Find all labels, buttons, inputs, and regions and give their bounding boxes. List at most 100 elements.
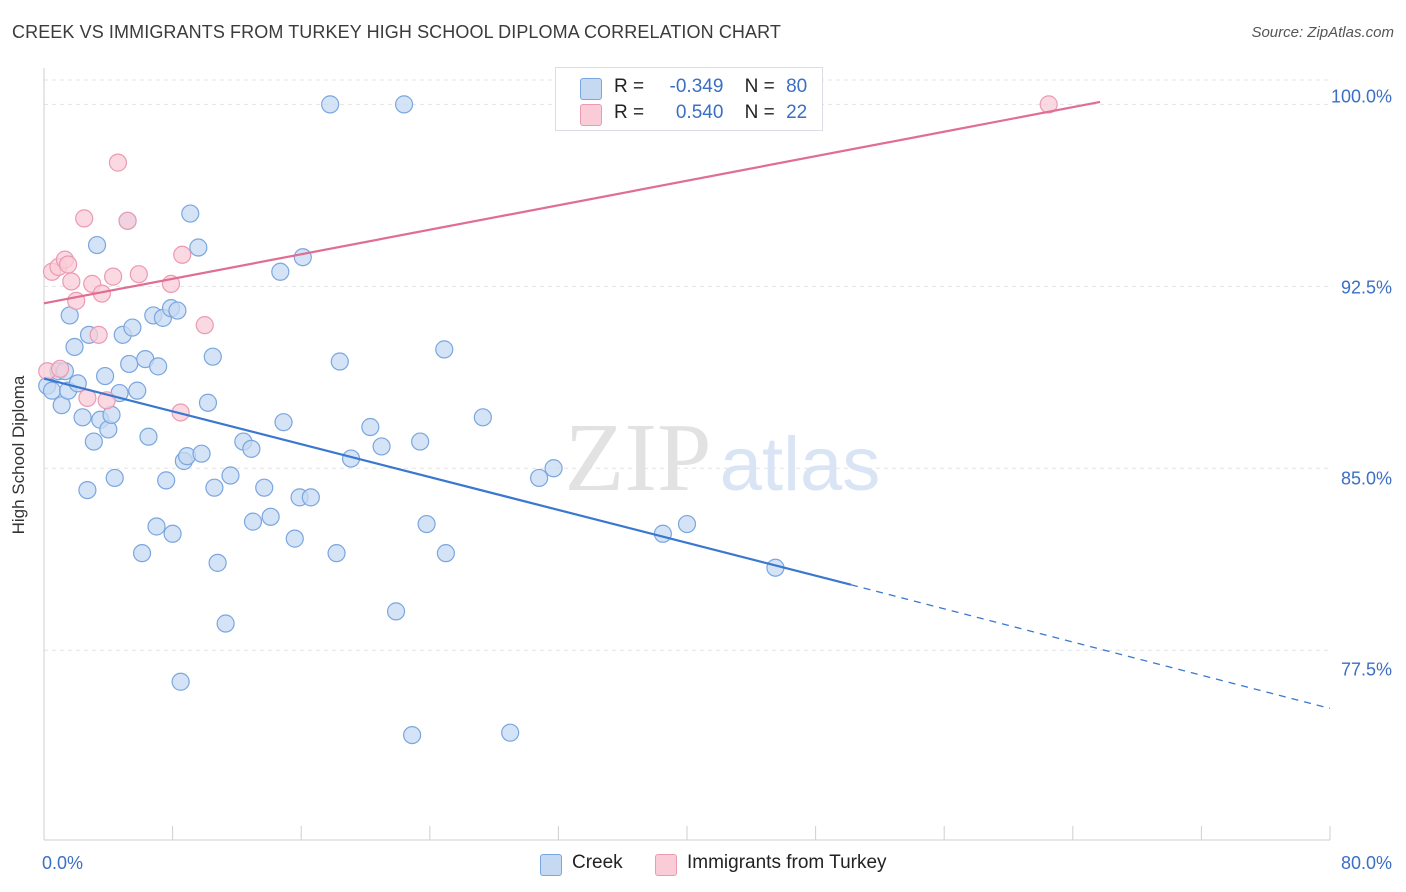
creek-point: [544, 459, 563, 478]
creek-point: [95, 366, 115, 386]
creek-point: [84, 432, 103, 451]
creek-point: [372, 437, 391, 456]
creek-point: [255, 478, 274, 497]
n-label: N =: [744, 76, 775, 97]
creek-point: [271, 262, 290, 281]
creek-point: [330, 352, 349, 371]
creek-point: [171, 672, 190, 691]
creek-trend-line: [43, 377, 852, 586]
series-legend: Creek Immigrants from Turkey: [0, 851, 1406, 879]
creek-point: [653, 524, 672, 543]
turkey-swatch: [580, 104, 602, 126]
n-label: N =: [744, 102, 775, 123]
y-tick-label-100: 100.0%: [1330, 86, 1392, 107]
creek-r-value: -0.349: [669, 76, 724, 97]
turkey-r-value: 0.540: [675, 102, 724, 123]
creek-point: [327, 544, 346, 563]
creek-swatch: [580, 78, 602, 100]
creek-point: [221, 466, 240, 485]
creek-point: [205, 478, 224, 497]
creek-point: [301, 488, 320, 507]
creek-point: [386, 602, 406, 621]
creek-legend-label: Creek: [572, 852, 623, 873]
trend-lines: [43, 100, 1331, 710]
creek-point: [120, 354, 139, 374]
creek-trend-extension: [850, 584, 1331, 710]
turkey-point: [50, 359, 70, 378]
turkey-point: [129, 265, 148, 284]
data-points: [38, 95, 1058, 745]
creek-point: [394, 95, 414, 114]
creek-point: [149, 357, 168, 376]
x-tick-label-min: 0.0%: [42, 853, 84, 873]
creek-point: [293, 248, 312, 267]
x-tick-label-max: 80.0%: [1340, 853, 1392, 873]
creek-point: [321, 95, 340, 114]
creek-point: [216, 614, 235, 633]
creek-point: [168, 301, 187, 320]
creek-point: [87, 235, 107, 255]
creek-point: [163, 524, 182, 543]
creek-point: [132, 544, 152, 563]
creek-point: [192, 444, 211, 463]
y-tick-label-85: 85.0%: [1340, 468, 1392, 489]
turkey-n-value: 22: [786, 102, 808, 123]
turkey-point: [104, 267, 123, 286]
creek-point: [157, 471, 176, 490]
stats-legend: R = -0.349 N = 80 R = 0.540 N = 22: [555, 67, 823, 131]
watermark: ZIP atlas: [565, 404, 881, 512]
creek-point: [261, 507, 280, 526]
creek-point: [105, 468, 124, 488]
turkey-point: [59, 255, 78, 274]
creek-point: [435, 340, 454, 359]
creek-point: [436, 544, 455, 563]
turkey-point: [195, 316, 214, 335]
creek-legend-swatch: [540, 854, 562, 876]
creek-point: [208, 553, 227, 572]
creek-point: [78, 480, 97, 500]
chart-title: CREEK VS IMMIGRANTS FROM TURKEY HIGH SCH…: [12, 22, 782, 42]
axes: [43, 68, 1331, 841]
creek-point: [123, 318, 142, 337]
creek-point: [274, 413, 293, 432]
creek-point: [42, 381, 62, 400]
y-tick-label-77-5: 77.5%: [1340, 659, 1392, 680]
creek-point: [128, 381, 147, 400]
grid-lines: [44, 79, 1330, 651]
creek-point: [501, 723, 520, 742]
turkey-point: [118, 211, 137, 230]
creek-point: [203, 347, 222, 366]
creek-point: [189, 238, 208, 257]
source-credit: Source: ZipAtlas.com: [1251, 24, 1394, 41]
creek-point: [473, 408, 492, 427]
turkey-point: [108, 153, 128, 172]
creek-point: [530, 468, 549, 488]
y-tick-label-92-5: 92.5%: [1340, 277, 1392, 298]
creek-point: [181, 204, 200, 223]
creek-point: [242, 439, 261, 458]
watermark-atlas: atlas: [720, 422, 881, 507]
turkey-legend-label: Immigrants from Turkey: [687, 852, 887, 873]
r-label: R =: [614, 102, 645, 123]
turkey-trend-line: [43, 100, 1101, 305]
creek-n-value: 80: [786, 76, 808, 97]
turkey-point: [75, 209, 94, 228]
creek-point: [677, 514, 697, 534]
creek-point: [198, 393, 218, 412]
creek-point: [417, 514, 436, 534]
creek-point: [403, 725, 422, 745]
creek-point: [243, 512, 263, 531]
creek-point: [139, 427, 158, 446]
watermark-zip: ZIP: [565, 404, 712, 512]
creek-point: [73, 408, 92, 427]
creek-point: [65, 337, 84, 357]
turkey-point: [89, 325, 108, 344]
creek-point: [411, 432, 430, 451]
turkey-point: [173, 245, 192, 264]
r-label: R =: [614, 76, 645, 97]
turkey-legend-swatch: [655, 854, 677, 876]
creek-point: [147, 517, 166, 536]
turkey-point: [62, 272, 81, 291]
creek-point: [361, 417, 380, 437]
